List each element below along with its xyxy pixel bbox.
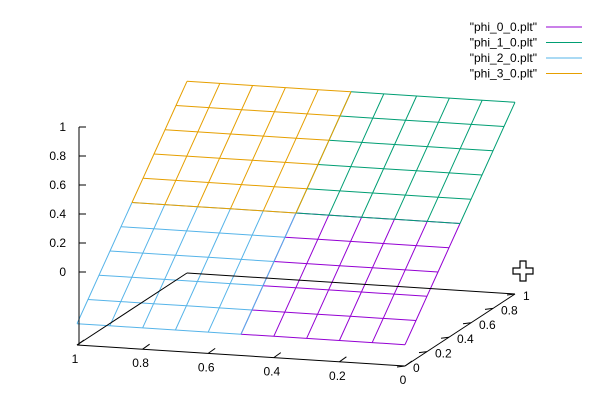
z-tick-label: 0.8: [49, 149, 66, 163]
surface-line-y: [328, 139, 494, 152]
surface-line-x: [164, 83, 221, 205]
surface-line-x: [404, 223, 461, 345]
surface-line-x: [306, 216, 363, 339]
surface-series-3: [131, 80, 352, 214]
x-tick-label: 0: [400, 373, 407, 387]
surface-line-y: [87, 299, 253, 311]
surface-line-y: [306, 188, 472, 200]
y-tick-label: 1: [523, 289, 530, 303]
surface-series-1: [295, 91, 516, 224]
y-tick: [440, 336, 450, 339]
z-tick-label: 0: [59, 265, 66, 279]
surface-line-y: [186, 80, 352, 93]
y-tick-label: 0: [413, 361, 420, 375]
surface-line-x: [426, 99, 483, 222]
y-tick: [484, 307, 494, 310]
surface-line-x: [142, 206, 199, 329]
surface-line-x: [229, 87, 286, 210]
surface-line-x: [262, 89, 319, 212]
x-tick: [404, 360, 413, 367]
legend-label: "phi_3_0.plt": [470, 67, 537, 81]
x-tick-label: 0.8: [132, 356, 149, 370]
y-tick-label: 0.2: [435, 347, 452, 361]
x-tick: [76, 339, 85, 346]
z-tick-label: 0.2: [49, 236, 66, 250]
surface-layer: [76, 80, 516, 346]
surface-line-y: [350, 91, 516, 103]
x-axis-line: [76, 344, 406, 367]
y-tick-label: 0.4: [457, 332, 474, 346]
surface-line-x: [207, 210, 264, 333]
surface-line-x: [197, 85, 254, 207]
axes-layer: 1 0.8 0.6 0.4 0.2 000.20.40.60.8100.20.40.60.…: [49, 120, 530, 387]
surface-line-y: [76, 323, 242, 335]
legend-label: "phi_1_0.plt": [470, 36, 537, 50]
z-tick-label: 1: [59, 120, 66, 134]
surface-line-y: [251, 309, 417, 321]
surface-line-y: [284, 236, 450, 249]
base-back-edge: [186, 272, 516, 295]
legend-label: "phi_0_0.plt": [470, 20, 537, 34]
y-tick: [418, 351, 428, 354]
surface-line-x: [76, 202, 133, 324]
surface-series-2: [76, 202, 297, 335]
x-tick: [207, 347, 216, 354]
surface-line-x: [361, 95, 418, 218]
x-tick: [142, 343, 150, 350]
x-tick: [339, 356, 347, 363]
surface-line-y: [339, 115, 505, 127]
surface-line-y: [240, 333, 406, 346]
x-tick: [273, 352, 282, 359]
surface-line-x: [131, 81, 188, 203]
x-tick-label: 0.2: [329, 369, 346, 383]
surface-line-y: [120, 226, 286, 238]
x-tick-label: 0.4: [263, 365, 280, 379]
z-tick-label: 0.4: [49, 207, 66, 221]
y-tick: [506, 293, 516, 296]
surface-line-x: [393, 97, 450, 220]
y-tick: [462, 322, 472, 325]
legend: "phi_0_0.plt" "phi_1_0.plt""phi_2_0.plt" "…: [470, 20, 582, 81]
surface-line-x: [174, 208, 231, 331]
surface-line-y: [98, 274, 264, 287]
surface-line-x: [295, 91, 352, 214]
surface-line-x: [371, 221, 428, 343]
surface-line-y: [273, 261, 439, 273]
surface-line-y: [142, 177, 308, 190]
surface-line-x: [240, 212, 297, 335]
crosshair-cursor-icon: [512, 260, 534, 282]
surface-line-y: [131, 202, 297, 214]
surface-line-y: [153, 153, 319, 165]
surface-line-y: [109, 250, 275, 262]
z-tick-label: 0.6: [49, 178, 66, 192]
x-tick-label: 0.6: [198, 360, 215, 374]
legend-label: "phi_2_0.plt": [470, 51, 537, 65]
surface-line-x: [273, 214, 330, 337]
surface-line-y: [175, 105, 341, 117]
surface-line-y: [164, 129, 330, 141]
surface-line-y: [317, 164, 483, 176]
surface-line-x: [459, 102, 516, 224]
y-tick: [396, 365, 406, 368]
surface-line-y: [295, 212, 461, 224]
y-tick-label: 0.6: [479, 318, 496, 332]
base-back-left-edge: [76, 272, 188, 346]
x-tick-label: 1: [72, 352, 79, 366]
surface-line-x: [338, 219, 395, 341]
y-tick-label: 0.8: [501, 303, 518, 317]
y-axis-line: [404, 293, 516, 367]
surface-line-y: [262, 285, 428, 297]
surface-line-x: [328, 93, 385, 216]
surface-line-x: [109, 204, 166, 327]
